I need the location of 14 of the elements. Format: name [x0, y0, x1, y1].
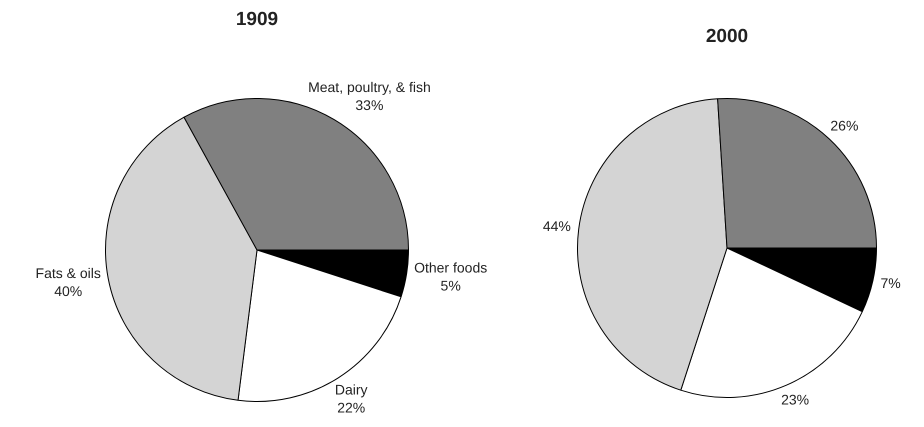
- data-label: 33%: [355, 97, 384, 114]
- data-label: 23%: [781, 392, 810, 408]
- data-label: 7%: [880, 275, 901, 292]
- data-label: 5%: [440, 278, 461, 294]
- slice-label: Other foods: [414, 260, 488, 276]
- data-label: 44%: [542, 218, 571, 234]
- data-label: 26%: [830, 117, 858, 134]
- data-label: 22%: [337, 400, 366, 416]
- slice-label: Dairy: [334, 382, 368, 398]
- data-label: 40%: [54, 283, 82, 300]
- chart-title: 1909: [236, 9, 278, 31]
- slice-label: Meat, poultry, & fish: [308, 79, 431, 96]
- chart-title: 2000: [706, 26, 748, 48]
- slice-label: Fats & oils: [36, 265, 101, 282]
